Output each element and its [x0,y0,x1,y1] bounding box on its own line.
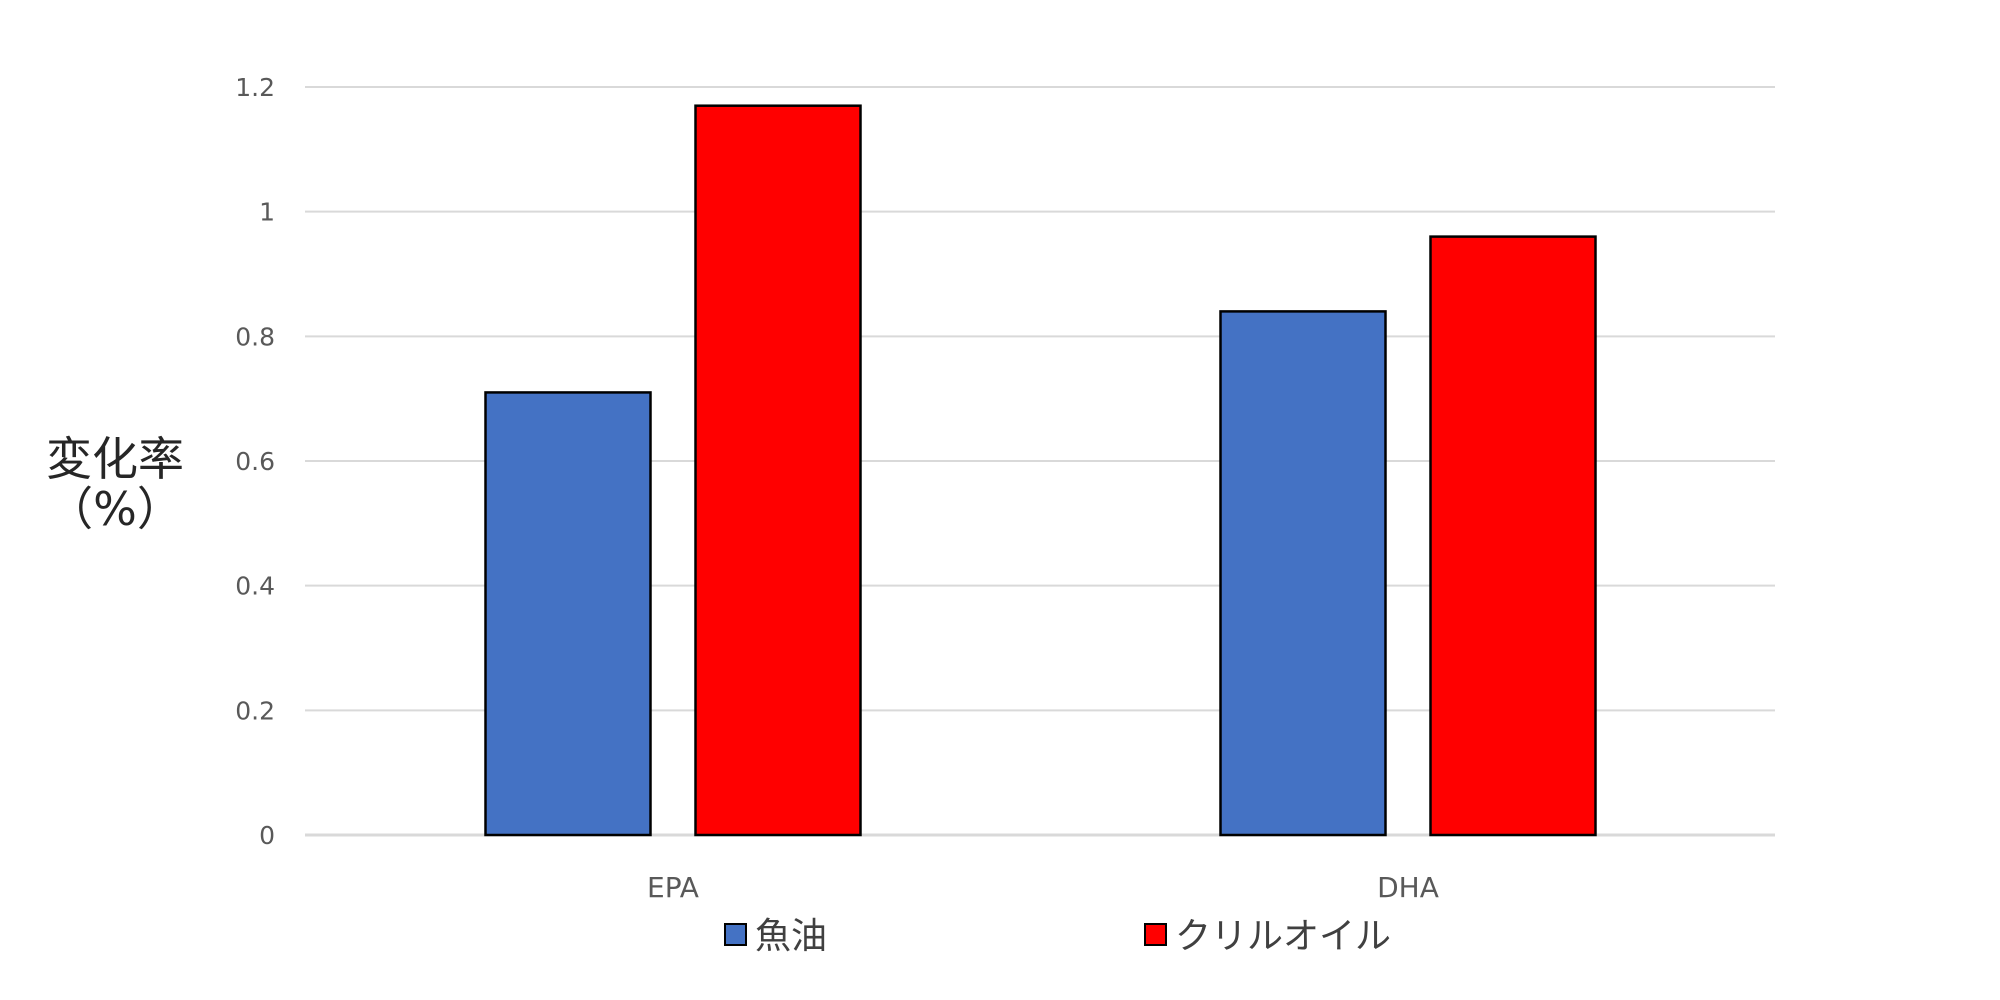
y-axis-label-line: 変化率 [46,432,184,486]
x-category-label: DHA [1377,871,1439,904]
bar-dha-series-0 [1219,310,1387,837]
y-axis-ticks: 0 0.2 0.4 0.6 0.8 1 1.2 [235,73,275,850]
x-category-label: EPA [647,871,699,904]
y-tick-label: 1 [259,198,275,227]
bars [484,104,1597,837]
bar-dha-series-1 [1429,235,1597,837]
y-tick-label: 0.6 [235,447,275,476]
y-tick-label: 0 [259,821,275,850]
legend-swatch [1144,923,1167,946]
y-tick-label: 0.8 [235,322,275,351]
bar-epa-series-1 [694,104,862,837]
legend: 魚油 クリルオイル [724,916,1391,957]
x-axis-categories: EPA DHA [647,871,1439,904]
y-tick-label: 1.2 [235,73,275,102]
legend-label: 魚油 [755,916,827,957]
bar-epa-series-0 [484,391,652,837]
y-tick-label: 0.4 [235,572,275,601]
legend-swatch [724,923,747,946]
y-tick-label: 0.2 [235,696,275,725]
y-axis-label-line: （%） [47,482,183,536]
legend-label: クリルオイル [1175,916,1391,957]
y-axis-label: 変化率（%） [46,432,184,536]
